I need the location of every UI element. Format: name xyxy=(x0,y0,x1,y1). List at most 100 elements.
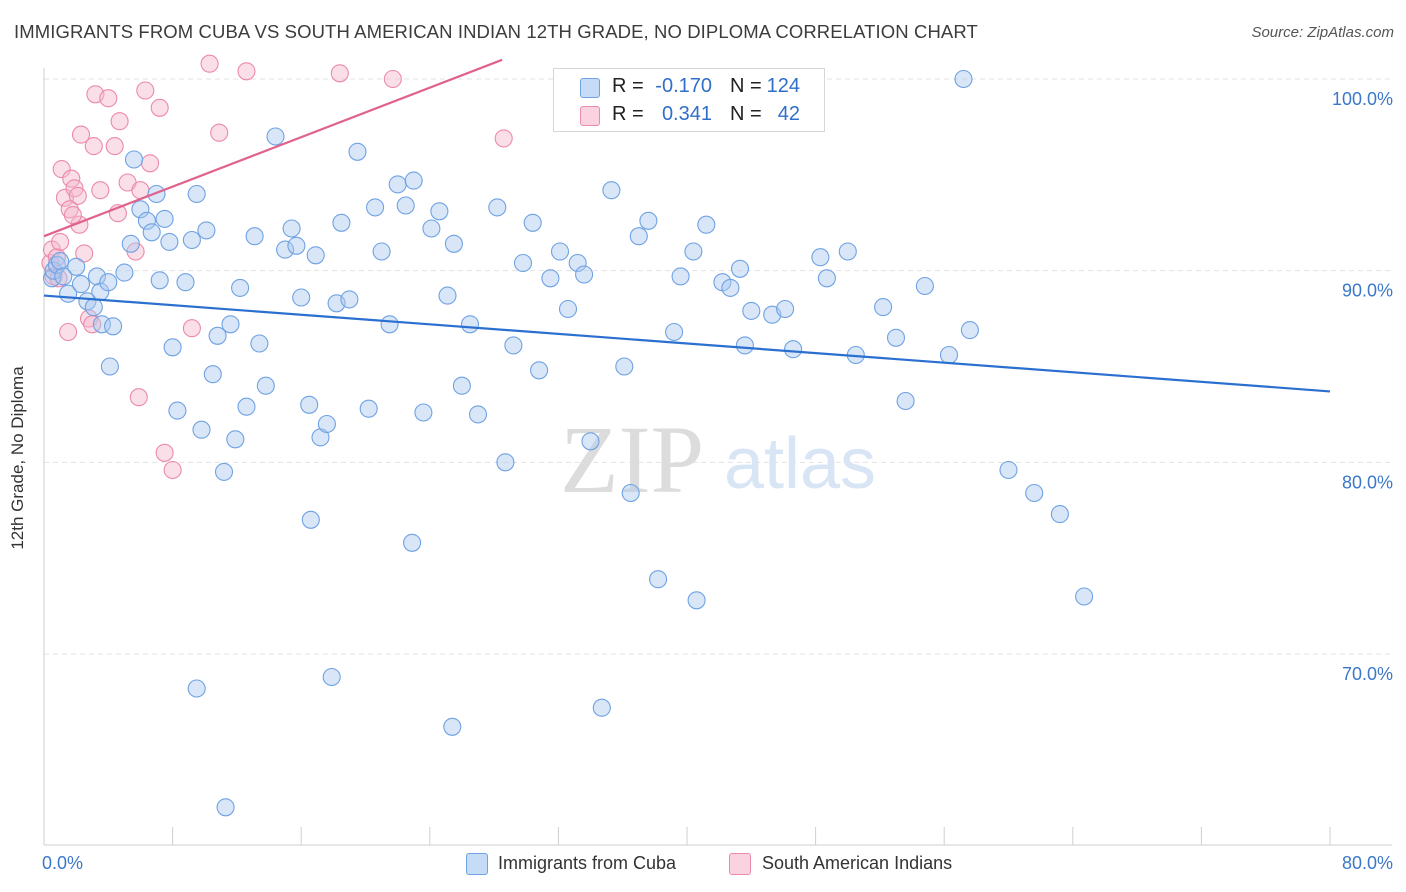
data-point xyxy=(192,420,211,439)
data-point xyxy=(687,591,706,610)
data-point xyxy=(452,376,471,395)
data-point xyxy=(468,405,488,424)
data-point xyxy=(523,213,542,232)
data-point xyxy=(245,227,264,246)
chart-title: IMMIGRANTS FROM CUBA VS SOUTH AMERICAN I… xyxy=(14,21,978,42)
data-point xyxy=(208,326,227,345)
data-point xyxy=(187,184,206,204)
data-point xyxy=(129,388,148,407)
data-point xyxy=(954,69,973,89)
data-point xyxy=(182,319,201,338)
data-point xyxy=(896,391,915,411)
data-point xyxy=(87,267,107,286)
legend-r-label: R = xyxy=(612,103,644,125)
data-point xyxy=(550,242,570,261)
legend-n-label: N = xyxy=(730,75,762,97)
data-point xyxy=(42,269,62,288)
data-point xyxy=(541,269,560,288)
data-point xyxy=(322,667,341,687)
data-point xyxy=(300,395,319,414)
data-point xyxy=(1025,483,1044,503)
data-point xyxy=(115,263,134,282)
data-point xyxy=(54,267,73,286)
trend-lines xyxy=(43,58,1331,393)
data-point xyxy=(67,257,86,276)
data-point xyxy=(150,98,169,117)
data-point xyxy=(160,232,179,251)
data-point xyxy=(784,340,803,359)
data-point xyxy=(380,315,399,334)
data-point xyxy=(176,273,195,292)
data-point xyxy=(168,401,187,420)
series-legend-label-sai: South American Indians xyxy=(762,853,953,873)
x-tick-label: 0.0% xyxy=(42,853,83,873)
data-point xyxy=(388,175,407,194)
data-point xyxy=(430,202,449,221)
data-point xyxy=(155,209,174,228)
tick-labels: 70.0% 80.0% 90.0% 100.0% 0.0% 80.0% xyxy=(42,89,1393,873)
data-point xyxy=(721,278,740,297)
data-point xyxy=(615,357,634,376)
data-point xyxy=(237,62,256,81)
y-tick-label: 70.0% xyxy=(1342,664,1393,684)
data-point xyxy=(44,261,63,280)
data-point xyxy=(141,154,160,173)
legend-r-label: R = xyxy=(612,75,644,97)
data-point xyxy=(155,443,174,462)
data-point xyxy=(568,253,587,273)
data-point xyxy=(306,246,325,265)
data-point xyxy=(51,252,70,271)
data-point xyxy=(60,200,79,219)
data-point xyxy=(422,219,441,238)
data-point xyxy=(121,234,140,253)
data-point xyxy=(214,462,234,481)
data-point xyxy=(874,298,893,317)
data-point xyxy=(266,127,285,146)
data-point xyxy=(301,510,320,529)
series-legend: Immigrants from Cuba South American Indi… xyxy=(466,852,986,876)
data-point xyxy=(443,717,462,736)
data-point xyxy=(602,181,621,200)
data-point xyxy=(1075,587,1094,606)
data-point xyxy=(287,236,306,255)
data-point xyxy=(210,123,229,142)
data-point xyxy=(444,234,463,253)
data-point xyxy=(226,430,245,449)
data-point xyxy=(403,533,422,552)
watermark: ZIP atlas xyxy=(560,406,876,513)
data-point xyxy=(105,137,124,156)
data-point xyxy=(438,286,457,305)
chart-source: Source: ZipAtlas.com xyxy=(1251,24,1394,41)
data-point xyxy=(621,483,640,503)
data-point xyxy=(51,232,70,251)
watermark-zip: ZIP xyxy=(560,406,704,513)
data-point xyxy=(187,679,206,698)
data-point xyxy=(697,215,716,234)
series-south-american-indians xyxy=(41,54,513,480)
data-point xyxy=(68,186,87,205)
data-point xyxy=(142,223,161,242)
y-axis-label: 12th Grade, No Diploma xyxy=(8,366,27,550)
data-point xyxy=(735,336,754,355)
data-point xyxy=(282,219,301,238)
y-tick-label: 80.0% xyxy=(1342,472,1393,492)
data-point xyxy=(592,698,611,717)
data-point xyxy=(71,125,91,144)
legend-row-cuba: R = -0.170 N = 124 xyxy=(554,73,824,101)
legend-r-value: -0.170 xyxy=(655,75,712,97)
data-point xyxy=(396,196,415,215)
data-point xyxy=(84,298,103,317)
watermark-atlas: atlas xyxy=(724,424,876,504)
data-point xyxy=(216,798,235,817)
legend-row-sai: R = 0.341 N = 42 xyxy=(554,101,824,129)
series-legend-swatch-sai xyxy=(729,853,751,875)
grid-lines xyxy=(44,78,1392,655)
data-point xyxy=(684,242,703,261)
legend-swatch-cuba xyxy=(580,78,600,98)
data-point xyxy=(84,137,103,156)
data-point xyxy=(237,397,256,416)
legend-swatch-sai xyxy=(580,106,600,126)
data-point xyxy=(256,376,275,395)
data-point xyxy=(332,213,351,232)
